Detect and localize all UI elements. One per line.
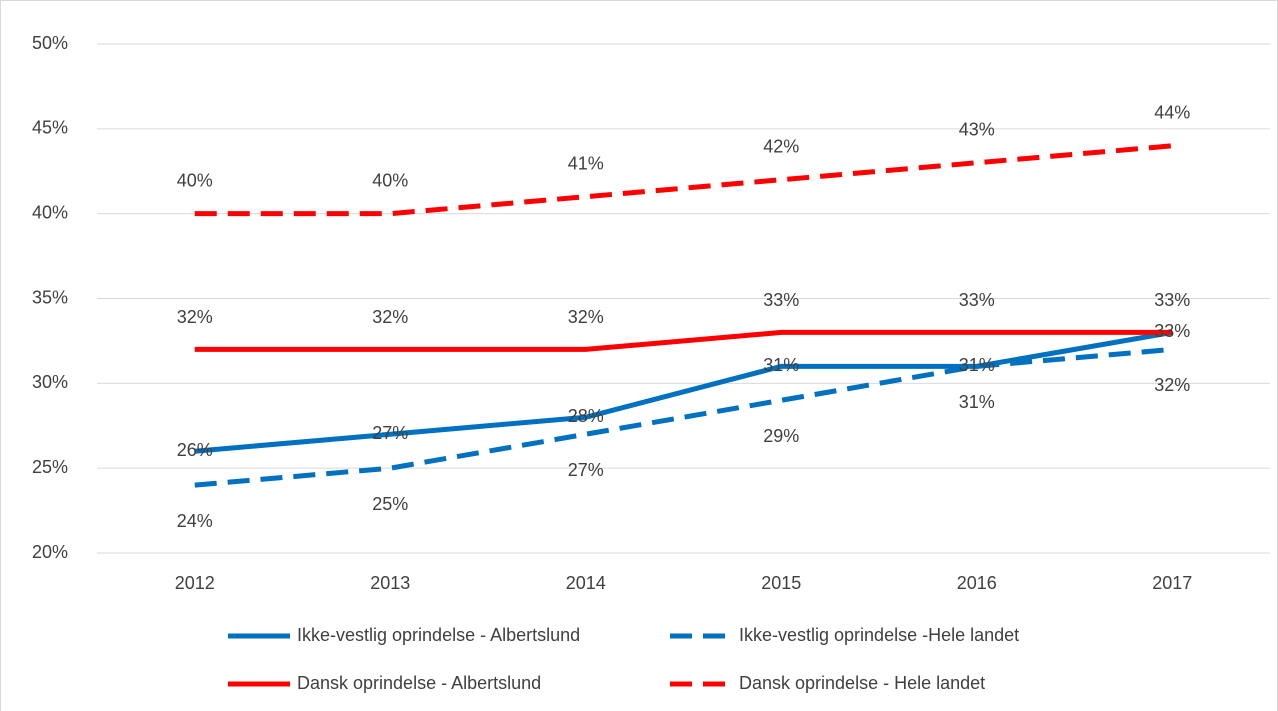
data-label: 32% <box>568 307 604 327</box>
legend-label: Dansk oprindelse - Hele landet <box>739 673 985 693</box>
y-tick-label: 25% <box>32 457 68 477</box>
x-tick-label: 2014 <box>566 573 606 593</box>
data-label: 41% <box>568 153 604 173</box>
data-label: 33% <box>1154 321 1190 341</box>
data-label: 32% <box>1154 375 1190 395</box>
x-tick-label: 2017 <box>1152 573 1192 593</box>
data-label: 27% <box>372 423 408 443</box>
y-tick-label: 40% <box>32 202 68 222</box>
y-tick-label: 35% <box>32 287 68 307</box>
data-label: 40% <box>177 170 213 190</box>
data-label: 33% <box>763 290 799 310</box>
data-label: 31% <box>959 392 995 412</box>
x-tick-label: 2016 <box>957 573 997 593</box>
legend-label: Ikke-vestlig oprindelse -Hele landet <box>739 625 1019 645</box>
x-tick-label: 2013 <box>370 573 410 593</box>
data-label: 33% <box>1154 290 1190 310</box>
x-tick-label: 2015 <box>761 573 801 593</box>
data-label: 32% <box>372 307 408 327</box>
legend-label: Ikke-vestlig oprindelse - Albertslund <box>297 625 580 645</box>
data-label: 31% <box>763 355 799 375</box>
data-label: 28% <box>568 406 604 426</box>
legend-label: Dansk oprindelse - Albertslund <box>297 673 541 693</box>
data-label: 27% <box>568 460 604 480</box>
y-tick-label: 20% <box>32 542 68 562</box>
series-line <box>194 329 1173 352</box>
x-tick-label: 2012 <box>175 573 215 593</box>
y-tick-label: 45% <box>32 118 68 138</box>
data-label: 42% <box>763 136 799 156</box>
data-label: 25% <box>372 494 408 514</box>
series-line <box>194 329 1173 454</box>
y-tick-label: 50% <box>32 33 68 53</box>
data-label: 32% <box>177 307 213 327</box>
data-label: 24% <box>177 511 213 531</box>
data-label: 29% <box>763 426 799 446</box>
data-label: 26% <box>177 440 213 460</box>
data-label: 31% <box>959 355 995 375</box>
data-label: 44% <box>1154 103 1190 123</box>
y-tick-label: 30% <box>32 372 68 392</box>
data-label: 33% <box>959 290 995 310</box>
data-label: 40% <box>372 170 408 190</box>
data-label: 43% <box>959 120 995 140</box>
